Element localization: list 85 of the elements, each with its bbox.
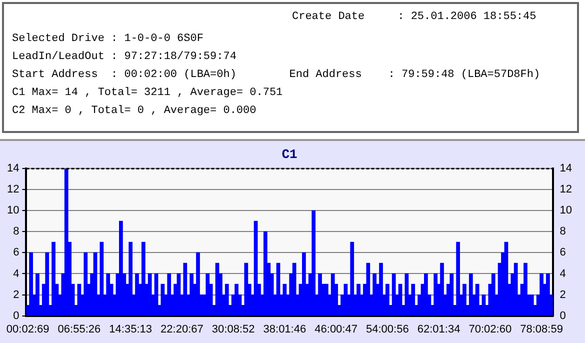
bar	[462, 284, 466, 316]
bar	[456, 242, 460, 316]
text: Start Address : 00:02:00 (LBA=0h) End Address : 79:59:48 (LBA=57D8Fh)	[12, 68, 542, 83]
bar	[450, 273, 454, 316]
text: LeadIn/LeadOut : 97:27:18/79:59:74	[12, 50, 238, 65]
y-tick-label: 2	[13, 288, 20, 301]
bar	[84, 252, 88, 316]
text: C1 Max= 14 , Total= 3211 , Average= 0.751	[12, 86, 284, 101]
bar	[540, 273, 544, 316]
y2-tick-label: 14	[560, 162, 572, 175]
x-tick-label: 22:20:67	[160, 323, 204, 336]
bar	[366, 262, 370, 316]
bar	[434, 273, 438, 316]
bar	[318, 273, 322, 316]
bar	[244, 262, 248, 316]
text: C2 Max= 0 , Total= 0 , Average= 0.000	[12, 104, 258, 119]
y2-tick-label: 2	[560, 288, 566, 301]
bar	[100, 242, 104, 316]
bar	[234, 284, 238, 316]
bar	[404, 273, 409, 316]
bar	[141, 242, 146, 316]
y-tick-label: 12	[6, 184, 20, 196]
bar	[29, 252, 33, 316]
bar	[148, 273, 152, 316]
bar	[524, 262, 528, 316]
y2-tick-label: 0	[560, 310, 566, 322]
y-tick-label: 4	[13, 268, 20, 280]
bar	[491, 273, 496, 316]
bar	[167, 273, 172, 316]
bar	[312, 210, 316, 316]
bar	[292, 262, 296, 316]
x-tick-label: 78:08:59	[520, 323, 563, 336]
chart-title: C1	[282, 147, 298, 162]
bar	[530, 294, 534, 316]
bar	[440, 262, 444, 316]
bar	[64, 168, 68, 316]
bar	[206, 273, 210, 316]
y-tick-label: 8	[13, 226, 20, 238]
bar	[379, 262, 383, 316]
bar	[475, 284, 480, 316]
bar	[392, 273, 396, 316]
bar	[385, 284, 390, 316]
bar	[514, 262, 518, 316]
x-tick-label: 06:55:26	[58, 323, 101, 336]
y2-tick-label: 6	[560, 246, 566, 259]
bar	[350, 242, 354, 316]
bar	[344, 284, 348, 316]
bar	[468, 273, 473, 316]
bar	[282, 284, 287, 316]
bar	[52, 242, 56, 316]
bar	[128, 242, 133, 316]
bar	[356, 284, 360, 316]
bar	[424, 273, 428, 316]
bar	[302, 252, 306, 316]
x-tick-label: 54:00:56	[366, 323, 409, 336]
bar	[45, 252, 50, 316]
x-tick-label: 62:01:34	[417, 323, 460, 336]
x-tick-label: 00:02:69	[6, 323, 50, 336]
text: Selected Drive : 1-0-0-0 6S0F	[12, 32, 204, 47]
x-tick-label: 70:02:60	[468, 323, 512, 336]
x-tick-label: 30:08:52	[212, 323, 255, 336]
text: Create Date : 25.01.2006 18:55:45	[292, 10, 538, 25]
bar	[546, 273, 550, 316]
bar	[411, 284, 416, 316]
bar	[224, 284, 229, 316]
y2-tick-label: 4	[560, 268, 566, 280]
y-tick-label: 0	[13, 310, 20, 322]
y2-tick-label: 10	[560, 204, 572, 217]
y-tick-label: 14	[6, 162, 20, 175]
y2-tick-label: 12	[560, 184, 572, 196]
bar	[160, 284, 165, 316]
bar	[119, 220, 123, 316]
bar	[372, 273, 377, 316]
y-tick-label: 10	[6, 204, 20, 217]
x-tick-label: 14:35:13	[109, 323, 152, 336]
bar	[36, 273, 40, 316]
x-tick-label: 38:01:46	[263, 323, 306, 336]
bar	[196, 252, 200, 316]
y2-tick-label: 8	[560, 226, 566, 238]
bar	[183, 262, 188, 316]
x-tick-label: 46:00:47	[314, 323, 358, 336]
bar	[106, 273, 110, 316]
y-tick-label: 6	[13, 246, 20, 259]
bar	[190, 273, 194, 316]
bar	[135, 273, 139, 316]
